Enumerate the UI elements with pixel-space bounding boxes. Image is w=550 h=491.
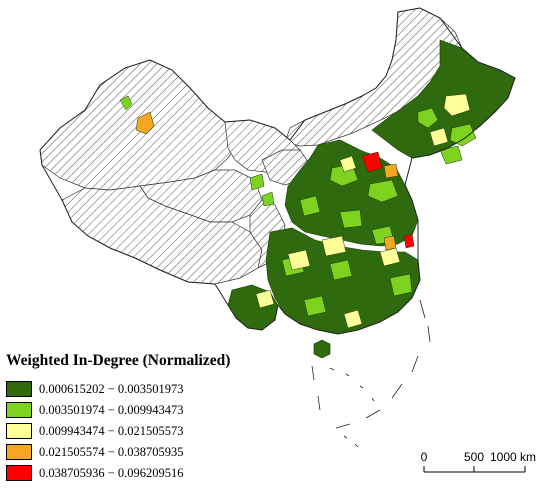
class-5-regions (361, 151, 415, 249)
scale-label-1000: 1000 km (490, 450, 536, 464)
region-l4-liaoning (383, 163, 399, 179)
region-l2-o (439, 145, 463, 165)
region-l3-f (255, 289, 275, 309)
legend-label-5: 0.038705936 − 0.096209516 (39, 465, 184, 480)
class-4-regions (135, 111, 399, 251)
region-l5-shanghai (403, 233, 415, 249)
region-l3-c (339, 155, 357, 173)
national-boundary (39, 7, 516, 335)
region-l2-j (329, 259, 353, 281)
legend-swatch-1 (6, 381, 32, 397)
legend-label-4: 0.021505574 − 0.038705935 (39, 444, 184, 459)
region-l5-beijing (361, 151, 383, 173)
legend-item-4: 0.021505574 − 0.038705935 (6, 443, 184, 461)
scale-label-0: 0 (421, 450, 428, 464)
legend-swatch-3 (6, 423, 32, 439)
region-l4-xinjiang (135, 111, 155, 135)
region-l2-e (367, 179, 399, 203)
scale-label-500: 500 (464, 450, 484, 464)
legend-item-1: 0.000615202 − 0.003501973 (6, 380, 184, 398)
region-l2-n (261, 191, 275, 207)
legend-label-1: 0.000615202 − 0.003501973 (39, 381, 184, 396)
legend-label-3: 0.009943474 − 0.021505573 (39, 423, 184, 438)
scale-bar: 0 500 1000 km (421, 450, 536, 473)
region-l2-g (339, 209, 363, 229)
region-l3-a (443, 93, 471, 117)
south-china-sea-islands (311, 299, 431, 448)
region-l2-c (449, 123, 477, 147)
legend-item-5: 0.038705936 − 0.096209516 (6, 464, 184, 482)
region-l2-m (249, 173, 265, 191)
region-l2-b (417, 107, 439, 129)
region-l3-d (321, 235, 347, 257)
region-hainan (313, 339, 331, 359)
region-l2-f (299, 195, 321, 217)
legend-item-2: 0.003501974 − 0.009943473 (6, 401, 184, 419)
legend-title: Weighted In-Degree (Normalized) (6, 352, 231, 369)
legend-swatch-2 (6, 402, 32, 418)
region-l2-k (389, 273, 413, 297)
region-l2-a (119, 95, 133, 111)
region-l3-g (379, 247, 401, 267)
legend-swatch-4 (6, 444, 32, 460)
class-3-regions (255, 93, 471, 329)
region-l3-b (429, 127, 449, 147)
region-north-china (284, 139, 419, 247)
legend-swatch-5 (6, 465, 32, 481)
legend-item-3: 0.009943474 − 0.021505573 (6, 422, 184, 440)
region-l2-l (303, 295, 327, 317)
region-l4-jiangsu (383, 235, 397, 251)
region-l3-e (287, 249, 311, 271)
legend-label-2: 0.003501974 − 0.009943473 (39, 402, 184, 417)
region-l3-h (343, 309, 363, 329)
